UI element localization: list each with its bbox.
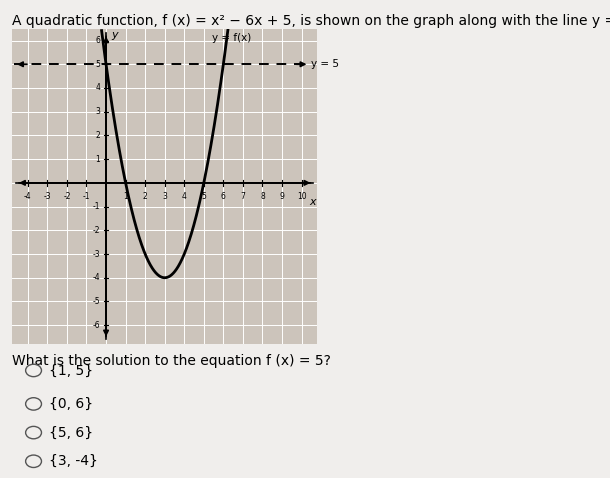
Text: 1: 1 <box>95 155 100 163</box>
Text: {3, -4}: {3, -4} <box>49 454 98 468</box>
Text: 10: 10 <box>296 192 306 201</box>
Text: {5, 6}: {5, 6} <box>49 425 93 440</box>
Text: -6: -6 <box>93 321 100 330</box>
Text: What is the solution to the equation f (x) = 5?: What is the solution to the equation f (… <box>12 354 331 368</box>
Text: -5: -5 <box>93 297 100 306</box>
Text: 4: 4 <box>95 84 100 92</box>
Text: 4: 4 <box>182 192 187 201</box>
Text: {0, 6}: {0, 6} <box>49 397 93 411</box>
Text: -2: -2 <box>63 192 71 201</box>
Text: 6: 6 <box>95 36 100 45</box>
Text: y = 5: y = 5 <box>311 59 339 69</box>
Text: 5: 5 <box>201 192 206 201</box>
Text: A quadratic function, f (x) = x² − 6x + 5, is shown on the graph along with the : A quadratic function, f (x) = x² − 6x + … <box>12 14 610 28</box>
Text: 3: 3 <box>162 192 167 201</box>
Text: -1: -1 <box>83 192 90 201</box>
Text: -4: -4 <box>93 273 100 282</box>
Text: -2: -2 <box>93 226 100 235</box>
Text: x: x <box>310 197 316 207</box>
Text: 6: 6 <box>221 192 226 201</box>
Text: -1: -1 <box>93 202 100 211</box>
Text: -3: -3 <box>93 250 100 259</box>
Text: 3: 3 <box>95 107 100 116</box>
Text: y = f(x): y = f(x) <box>212 33 251 43</box>
Text: {1, 5}: {1, 5} <box>49 363 93 378</box>
Text: 1: 1 <box>123 192 128 201</box>
Text: -4: -4 <box>24 192 32 201</box>
Text: 2: 2 <box>143 192 148 201</box>
Text: -3: -3 <box>43 192 51 201</box>
Text: 7: 7 <box>240 192 245 201</box>
Text: 2: 2 <box>95 131 100 140</box>
Text: y: y <box>111 30 118 40</box>
Text: 8: 8 <box>260 192 265 201</box>
Text: 5: 5 <box>95 60 100 69</box>
Text: 9: 9 <box>279 192 284 201</box>
